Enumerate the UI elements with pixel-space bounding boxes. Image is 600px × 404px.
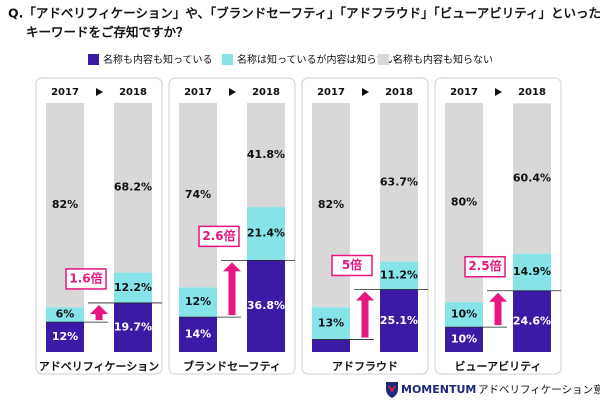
bar-segment [513, 290, 551, 352]
ratio-box [331, 254, 373, 277]
value-label: 10% [451, 308, 477, 321]
bar-segment [247, 207, 285, 261]
ratio-label: 2.5倍 [468, 258, 501, 273]
year-label: 2017 [450, 87, 478, 98]
value-label: 41.8% [247, 148, 285, 161]
year-label: 2017 [317, 87, 345, 98]
bar-segment [179, 287, 217, 318]
value-label: 80% [451, 196, 477, 209]
title-line: Q.「アドベリフィケーション」や、「ブランドセーフティ」「アドフラウド」「ビュー… [8, 6, 600, 21]
source: アドベリフィケーション意識調査2018 [478, 383, 600, 396]
value-label: 11.2% [380, 269, 418, 282]
bar-segment [247, 260, 285, 352]
legend-label: 名称も内容も知っている [103, 53, 213, 66]
value-label: 14.9% [513, 265, 551, 278]
growth-arrow-head [223, 262, 241, 272]
bar-segment [380, 261, 418, 290]
header-arrow [495, 88, 502, 96]
growth-arrow-head [356, 291, 374, 301]
source-brand: MOMENTUM [401, 383, 476, 396]
value-label: 12% [185, 295, 211, 308]
legend-swatch [88, 54, 99, 65]
year-label: 2018 [119, 87, 147, 98]
bar-segment [247, 103, 285, 208]
bar-segment [445, 327, 483, 352]
year-label: 2018 [518, 87, 546, 98]
value-label: 6% [56, 308, 75, 321]
ratio-label: 5倍 [342, 257, 362, 272]
value-label: 60.4% [513, 171, 551, 184]
bar-segment [513, 253, 551, 291]
value-label: 19.7% [114, 320, 152, 333]
bar-segment [312, 339, 350, 352]
value-label: 24.6% [513, 314, 551, 327]
legend-label: 名称も内容も知らない [393, 53, 493, 66]
ratio-label: 2.6倍 [202, 228, 235, 243]
bar-segment [114, 102, 152, 273]
bar-segment [114, 272, 152, 303]
year-label: 2017 [184, 87, 212, 98]
panel [301, 77, 429, 375]
bar-segment [46, 322, 84, 352]
value-label: 10% [451, 333, 477, 346]
header-arrow [229, 88, 236, 96]
value-label: 12.2% [114, 281, 152, 294]
bar-segment [114, 302, 152, 352]
value-label: 36.8% [247, 299, 285, 312]
value-label: 12% [52, 330, 78, 343]
ratio-box [198, 225, 240, 248]
value-label: 82% [52, 198, 78, 211]
group-label: アドフラウド [332, 360, 398, 373]
value-label: 63.7% [380, 175, 418, 188]
value-label: 68.2% [114, 181, 152, 194]
logo-mark [388, 385, 396, 393]
legend-swatch [378, 54, 389, 65]
group-label: アドベリフィケーション [39, 360, 160, 373]
bar-segment [179, 317, 217, 352]
bar-segment [445, 302, 483, 328]
bar-segment [380, 103, 418, 262]
bar-segment [380, 289, 418, 352]
bar-segment [513, 103, 551, 254]
value-label: 13% [318, 316, 344, 329]
ratio-box [65, 268, 107, 290]
group-label: ビューアビリティ [455, 359, 542, 373]
panel [434, 77, 562, 375]
year-label: 2018 [252, 87, 280, 98]
header-arrow [96, 88, 103, 96]
growth-arrow-head [90, 304, 108, 314]
bar-segment [179, 103, 217, 288]
value-label: 14% [185, 328, 211, 341]
title-line: キーワードをご存知ですか？ [26, 25, 189, 40]
value-label: 82% [318, 198, 344, 211]
group-label: ブランドセーフティ [183, 359, 281, 373]
bar-segment [46, 307, 84, 323]
legend-swatch [222, 54, 233, 65]
ratio-box [464, 255, 506, 278]
value-label: 25.1% [380, 314, 418, 327]
panel [35, 77, 163, 375]
year-label: 2018 [385, 87, 413, 98]
growth-arrow-head [489, 292, 507, 302]
legend-label: 名称は知っているが内容は知らない [237, 53, 397, 66]
year-label: 2017 [51, 87, 79, 98]
value-label: 74% [185, 188, 211, 201]
header-arrow [362, 88, 369, 96]
value-label: 21.4% [247, 227, 285, 240]
bar-segment [312, 307, 350, 340]
panel [168, 77, 296, 375]
ratio-label: 1.6倍 [69, 270, 102, 285]
